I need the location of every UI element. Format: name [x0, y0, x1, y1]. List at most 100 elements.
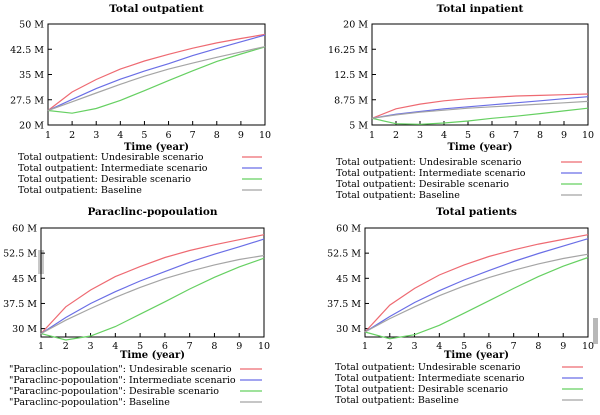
- series-line-4: [364, 253, 589, 333]
- y-tick-label: 45 M: [12, 274, 37, 285]
- x-tick-label: 1: [369, 130, 375, 141]
- y-tick-label: 52.5 M: [3, 249, 37, 260]
- series-line-1: [364, 234, 589, 333]
- legend-label: Total outpatient: Intermediate scenario: [18, 163, 208, 174]
- y-tick-label: 12.5 M: [334, 70, 368, 81]
- x-tick-label: 10: [582, 130, 594, 141]
- series-line-4: [40, 254, 265, 335]
- x-tick-label: 9: [560, 341, 566, 352]
- y-tick-label: 20 M: [19, 121, 44, 132]
- x-tick-label: 5: [141, 130, 147, 141]
- legend-label: "Paraclinc-popoulation": Intermediate sc…: [9, 375, 236, 386]
- series-line-2: [47, 34, 266, 112]
- x-axis-label: Time (year): [120, 350, 185, 361]
- x-tick-label: 3: [88, 341, 94, 352]
- x-axis-label: Time (year): [444, 350, 509, 361]
- series-line-3: [371, 107, 589, 125]
- x-tick-label: 2: [69, 130, 75, 141]
- series-line-3: [40, 257, 265, 341]
- x-tick-label: 8: [214, 130, 220, 141]
- x-tick-label: 7: [511, 341, 517, 352]
- plot-area: [40, 227, 265, 338]
- legend-label: Total outpatient: Desirable scenario: [18, 174, 191, 185]
- legend-label: Total outpatient: Baseline: [335, 395, 459, 406]
- legend-label: Total outpatient: Baseline: [18, 185, 142, 196]
- y-tick-label: 50 M: [19, 20, 44, 31]
- legend-label: "Paraclinc-popoulation": Undesirable sce…: [9, 364, 232, 375]
- legend-label: Total outpatient: Undesirable scenario: [335, 362, 521, 373]
- y-tick-label: 45 M: [336, 274, 361, 285]
- series-line-1: [47, 33, 266, 111]
- y-tick-label: 20 M: [343, 20, 368, 31]
- series-line-2: [40, 238, 265, 335]
- legend-label: "Paraclinc-popoulation": Baseline: [9, 397, 170, 408]
- y-tick-label: 30 M: [336, 324, 361, 335]
- x-tick-label: 7: [190, 130, 196, 141]
- legend-label: "Paraclinc-popoulation": Desirable scena…: [9, 386, 219, 397]
- x-tick-label: 1: [362, 341, 368, 352]
- scroll-handle-right[interactable]: [593, 318, 598, 344]
- x-tick-label: 4: [441, 130, 447, 141]
- legend-label: Total outpatient: Undesirable scenario: [336, 157, 522, 168]
- y-tick-label: 60 M: [12, 224, 37, 235]
- legend-label: Total outpatient: Baseline: [336, 190, 460, 201]
- x-tick-label: 3: [417, 130, 423, 141]
- x-tick-label: 1: [38, 341, 44, 352]
- legend-label: Total outpatient: Desirable scenario: [335, 384, 508, 395]
- y-tick-label: 37.5 M: [327, 299, 361, 310]
- x-tick-label: 2: [63, 341, 69, 352]
- y-tick-label: 16.25 M: [328, 45, 368, 56]
- x-tick-label: 9: [238, 130, 244, 141]
- x-tick-label: 5: [461, 341, 467, 352]
- y-tick-label: 30 M: [12, 324, 37, 335]
- y-tick-label: 35 M: [19, 70, 44, 81]
- x-tick-label: 4: [117, 130, 123, 141]
- x-tick-label: 10: [582, 341, 594, 352]
- x-tick-label: 4: [436, 341, 442, 352]
- series-line-3: [364, 256, 589, 340]
- y-tick-label: 37.5 M: [3, 299, 37, 310]
- x-tick-label: 7: [513, 130, 519, 141]
- x-tick-label: 6: [489, 130, 495, 141]
- x-tick-label: 9: [236, 341, 242, 352]
- x-tick-label: 7: [187, 341, 193, 352]
- chart-title: Total patients: [436, 206, 517, 218]
- x-tick-label: 9: [561, 130, 567, 141]
- x-tick-label: 2: [387, 341, 393, 352]
- series-line-4: [371, 100, 589, 119]
- x-tick-label: 8: [211, 341, 217, 352]
- x-axis-label: Time (year): [124, 142, 189, 153]
- x-tick-label: 1: [45, 130, 51, 141]
- series-line-4: [47, 46, 266, 112]
- y-tick-label: 27.5 M: [10, 95, 44, 106]
- x-tick-label: 10: [259, 130, 271, 141]
- legend-label: Total outpatient: Desirable scenario: [336, 179, 509, 190]
- series-line-2: [364, 238, 589, 333]
- x-tick-label: 4: [112, 341, 118, 352]
- legend-label: Total outpatient: Intermediate scenario: [335, 373, 525, 384]
- x-tick-label: 6: [162, 341, 168, 352]
- chart-title: Paraclinc-popoulation: [87, 206, 217, 218]
- legend-label: Total outpatient: Intermediate scenario: [336, 168, 526, 179]
- y-tick-label: 8.75 M: [334, 95, 368, 106]
- legend-label: Total outpatient: Undesirable scenario: [18, 152, 204, 163]
- y-tick-label: 5 M: [349, 121, 368, 132]
- x-tick-label: 2: [393, 130, 399, 141]
- y-tick-label: 42.5 M: [10, 45, 44, 56]
- x-tick-label: 6: [166, 130, 172, 141]
- x-tick-label: 10: [258, 341, 270, 352]
- chart-title: Total inpatient: [437, 3, 524, 15]
- plot-area: [47, 23, 266, 126]
- x-tick-label: 6: [486, 341, 492, 352]
- x-tick-label: 5: [137, 341, 143, 352]
- x-tick-label: 3: [412, 341, 418, 352]
- x-tick-label: 5: [465, 130, 471, 141]
- chart-title: Total outpatient: [109, 3, 204, 15]
- plot-area: [371, 23, 589, 126]
- y-tick-label: 52.5 M: [327, 249, 361, 260]
- series-line-3: [47, 46, 266, 114]
- x-tick-label: 8: [537, 130, 543, 141]
- y-tick-label: 60 M: [336, 224, 361, 235]
- series-line-1: [40, 234, 265, 335]
